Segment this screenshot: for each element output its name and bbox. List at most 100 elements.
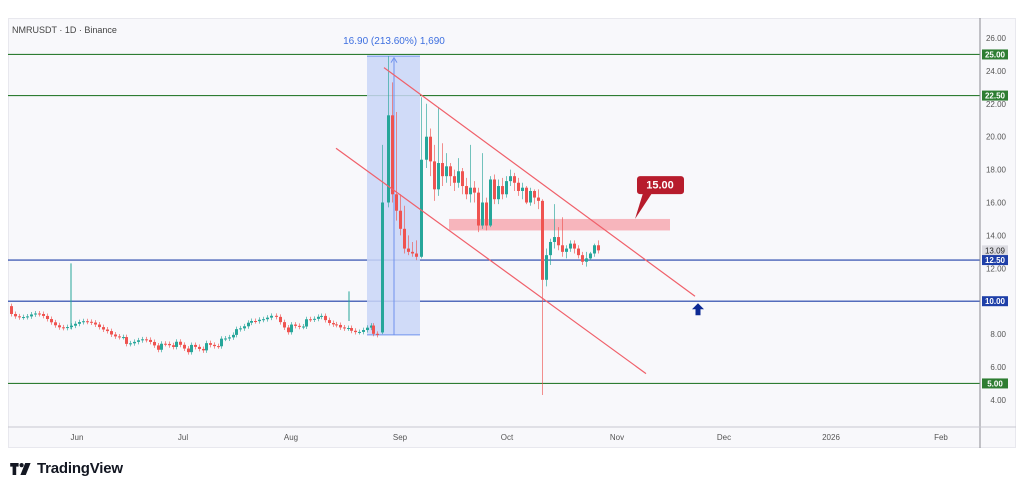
candle xyxy=(194,344,197,347)
candle xyxy=(366,327,369,331)
candle xyxy=(266,317,269,320)
callout-label: 15.00 xyxy=(646,180,674,192)
candle xyxy=(309,319,312,321)
price-tick: 14.00 xyxy=(986,231,1007,240)
candle xyxy=(313,318,316,320)
candle xyxy=(258,319,261,322)
candle xyxy=(305,319,308,327)
candle xyxy=(358,331,361,333)
candlesticks xyxy=(10,56,600,395)
price-tick: 4.00 xyxy=(990,396,1006,405)
candle xyxy=(149,339,152,342)
candle xyxy=(14,313,17,317)
candle xyxy=(593,245,596,254)
candle xyxy=(449,166,452,177)
candle xyxy=(553,237,556,242)
candle xyxy=(153,341,156,346)
candle xyxy=(505,181,508,195)
candle xyxy=(217,346,220,348)
price-tick: 26.00 xyxy=(986,34,1007,43)
candle xyxy=(387,115,390,203)
time-tick: Sep xyxy=(393,433,408,442)
candle xyxy=(302,326,305,328)
candle xyxy=(209,343,212,345)
candle xyxy=(235,329,238,335)
candle xyxy=(457,171,460,183)
candle xyxy=(118,336,121,338)
candle xyxy=(175,341,178,347)
candle xyxy=(122,337,125,339)
candle xyxy=(557,237,560,246)
candle xyxy=(461,171,464,187)
svg-text:25.00: 25.00 xyxy=(985,50,1006,59)
channel-upper-line[interactable] xyxy=(383,67,696,297)
candle xyxy=(190,344,193,353)
candle xyxy=(399,210,402,229)
target-callout[interactable] xyxy=(637,176,684,195)
up-arrow-icon xyxy=(692,303,704,316)
candle xyxy=(328,320,331,323)
candle xyxy=(82,321,85,323)
resistance-zone[interactable] xyxy=(449,218,670,231)
candle xyxy=(26,316,29,318)
candle xyxy=(347,328,350,330)
candle xyxy=(86,321,89,323)
candle xyxy=(501,186,504,195)
channel-lower-line[interactable] xyxy=(335,147,647,375)
measure-label: 16.90 (213.60%) 1,690 xyxy=(343,36,445,47)
price-chart[interactable]: 16.90 (213.60%) 1,690 15.00 26.00 24.00 22.… xyxy=(0,0,1024,450)
candle xyxy=(54,322,57,326)
candle xyxy=(46,315,49,320)
candle xyxy=(168,343,171,346)
time-tick: Feb xyxy=(934,433,948,442)
candle xyxy=(497,186,500,200)
candle xyxy=(403,228,406,249)
brand: TradingView xyxy=(10,460,123,477)
candle xyxy=(66,327,69,329)
candle xyxy=(125,337,128,344)
candle xyxy=(247,322,250,327)
svg-text:5.00: 5.00 xyxy=(987,379,1003,388)
candle xyxy=(561,245,564,252)
price-tick: 16.00 xyxy=(986,199,1007,208)
candle xyxy=(573,243,576,249)
candle xyxy=(411,251,414,254)
candle xyxy=(581,255,584,262)
candle xyxy=(213,344,216,347)
candle xyxy=(589,253,592,259)
candle xyxy=(114,334,117,337)
candle xyxy=(569,243,572,249)
candle xyxy=(228,337,231,339)
candle xyxy=(283,322,286,328)
candle xyxy=(489,179,492,226)
candle xyxy=(172,345,175,347)
candle xyxy=(205,343,208,351)
time-tick: Oct xyxy=(501,433,514,442)
candle xyxy=(335,324,338,326)
candle xyxy=(407,248,410,252)
candle xyxy=(565,248,568,252)
candle xyxy=(425,136,428,160)
candle xyxy=(521,187,524,191)
candle xyxy=(429,136,432,162)
candle xyxy=(415,253,418,257)
candle xyxy=(485,202,488,226)
candle xyxy=(18,316,21,318)
current-price-badge xyxy=(982,245,1008,256)
candle xyxy=(545,255,548,280)
svg-text:13.09: 13.09 xyxy=(985,246,1006,255)
candle xyxy=(465,186,468,195)
candle xyxy=(395,194,398,211)
candle xyxy=(250,321,253,323)
candle xyxy=(98,324,101,328)
time-tick: Aug xyxy=(284,433,298,442)
candle xyxy=(372,325,375,334)
candle xyxy=(513,176,516,183)
candle xyxy=(585,258,588,262)
candle xyxy=(376,333,379,335)
price-tick: 24.00 xyxy=(986,67,1007,76)
candle xyxy=(294,324,297,326)
candle xyxy=(30,314,33,317)
candle xyxy=(42,313,45,316)
level-badge xyxy=(982,255,1008,266)
